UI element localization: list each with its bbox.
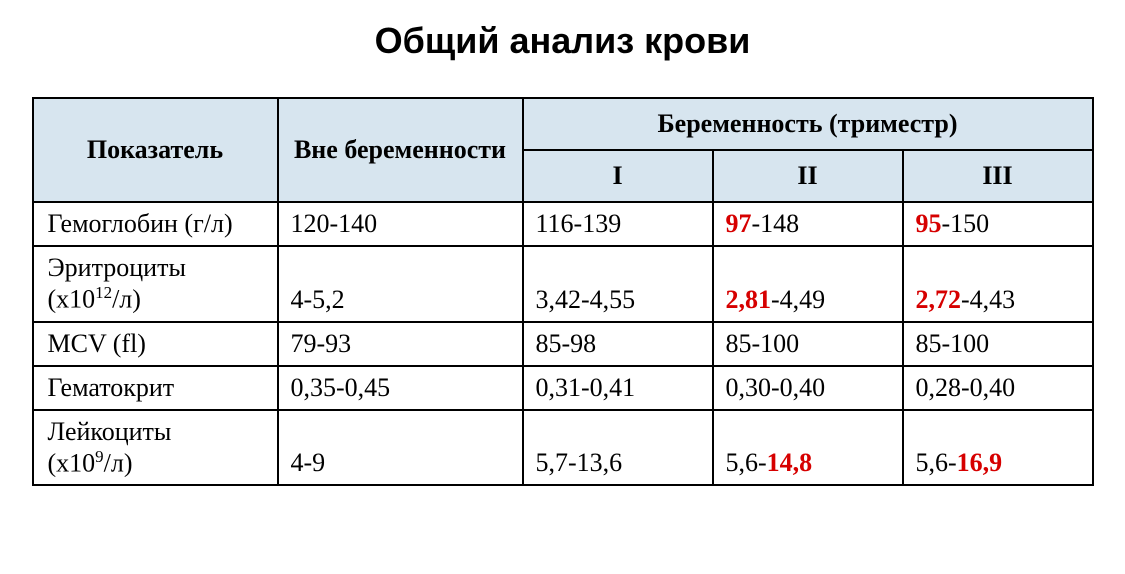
label-line1: Эритроциты	[48, 253, 186, 282]
cell-hemoglobin-t1: 116-139	[523, 202, 713, 246]
value-rest: -148	[752, 209, 800, 238]
label-line1: Лейкоциты	[48, 417, 172, 446]
header-nonpreg: Вне беременности	[278, 98, 523, 202]
cell-erythro-t3: 2,72-4,43	[903, 246, 1093, 322]
cell-hemoglobin-nonpreg: 120-140	[278, 202, 523, 246]
value-red: 2,72	[916, 285, 962, 314]
label-line2-post: /л)	[104, 448, 133, 477]
blood-test-table: Показатель Вне беременности Беременность…	[32, 97, 1094, 486]
cell-hematocrit-t1: 0,31-0,41	[523, 366, 713, 410]
cell-hemoglobin-t2: 97-148	[713, 202, 903, 246]
cell-leuko-nonpreg: 4-9	[278, 410, 523, 486]
header-pregnancy-group: Беременность (триместр)	[523, 98, 1093, 150]
value-rest: -4,43	[961, 285, 1015, 314]
cell-erythro-nonpreg: 4-5,2	[278, 246, 523, 322]
page-title: Общий анализ крови	[20, 20, 1105, 62]
cell-leuko-t1: 5,7-13,6	[523, 410, 713, 486]
table-row: Эритроциты (х1012/л) 4-5,2 3,42-4,55 2,8…	[33, 246, 1093, 322]
label-sup: 9	[95, 447, 103, 466]
cell-hematocrit-t3: 0,28-0,40	[903, 366, 1093, 410]
label-sup: 12	[95, 283, 112, 302]
cell-leuko-t3: 5,6-16,9	[903, 410, 1093, 486]
cell-mcv-t2: 85-100	[713, 322, 903, 366]
cell-erythro-t1: 3,42-4,55	[523, 246, 713, 322]
value-pre: 5,6-	[726, 448, 767, 477]
cell-mcv-t3: 85-100	[903, 322, 1093, 366]
value-red: 16,9	[957, 448, 1003, 477]
cell-hemoglobin-label: Гемоглобин (г/л)	[33, 202, 278, 246]
header-param: Показатель	[33, 98, 278, 202]
label-line2-pre: (х10	[48, 285, 96, 314]
cell-hemoglobin-t3: 95-150	[903, 202, 1093, 246]
table-row: MCV (fl) 79-93 85-98 85-100 85-100	[33, 322, 1093, 366]
table-row: Гематокрит 0,35-0,45 0,31-0,41 0,30-0,40…	[33, 366, 1093, 410]
value-rest: -4,49	[771, 285, 825, 314]
cell-hematocrit-label: Гематокрит	[33, 366, 278, 410]
cell-mcv-t1: 85-98	[523, 322, 713, 366]
table-row: Гемоглобин (г/л) 120-140 116-139 97-148 …	[33, 202, 1093, 246]
cell-leuko-label: Лейкоциты (х109/л)	[33, 410, 278, 486]
cell-mcv-label: MCV (fl)	[33, 322, 278, 366]
header-tri2: II	[713, 150, 903, 202]
header-tri1: I	[523, 150, 713, 202]
value-red: 95	[916, 209, 942, 238]
cell-erythro-t2: 2,81-4,49	[713, 246, 903, 322]
header-tri3: III	[903, 150, 1093, 202]
value-rest: -150	[942, 209, 990, 238]
value-red: 2,81	[726, 285, 772, 314]
value-red: 97	[726, 209, 752, 238]
cell-hematocrit-nonpreg: 0,35-0,45	[278, 366, 523, 410]
table-row: Лейкоциты (х109/л) 4-9 5,7-13,6 5,6-14,8…	[33, 410, 1093, 486]
cell-erythro-label: Эритроциты (х1012/л)	[33, 246, 278, 322]
label-line2-pre: (х10	[48, 448, 96, 477]
label-line2-post: /л)	[112, 285, 141, 314]
value-pre: 5,6-	[916, 448, 957, 477]
cell-leuko-t2: 5,6-14,8	[713, 410, 903, 486]
value-red: 14,8	[767, 448, 813, 477]
cell-mcv-nonpreg: 79-93	[278, 322, 523, 366]
cell-hematocrit-t2: 0,30-0,40	[713, 366, 903, 410]
